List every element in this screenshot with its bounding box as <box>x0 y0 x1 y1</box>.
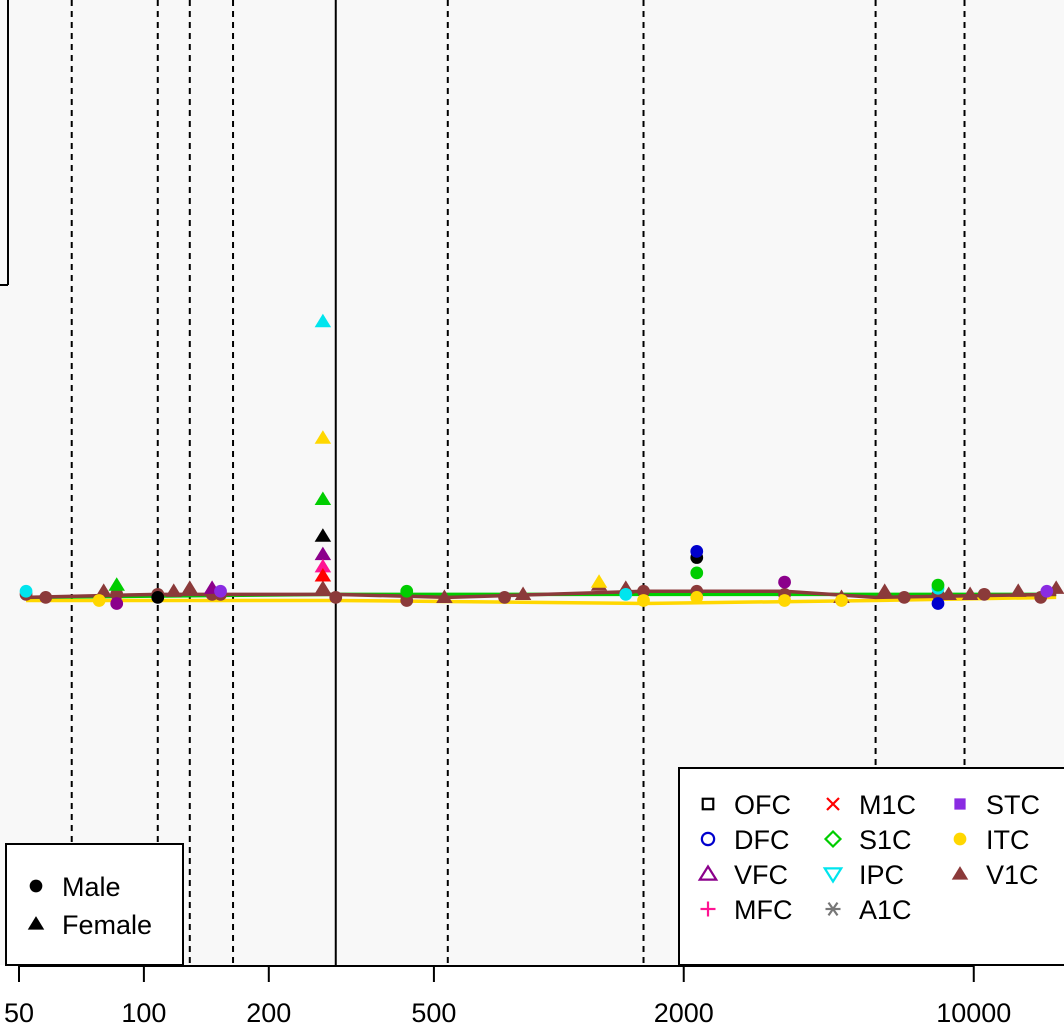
point-v1c-21 <box>876 583 893 597</box>
legend-label-vfc: VFC <box>734 860 788 890</box>
point-itc-6 <box>835 594 848 607</box>
point-s1c-0 <box>108 577 125 591</box>
point-ipc-1 <box>314 313 332 328</box>
x-axis: 50 100 200 500 2000 10000 <box>4 965 1011 1028</box>
point-stc-1 <box>1040 584 1054 598</box>
point-v1c-12 <box>436 589 453 604</box>
legend-label-itc: ITC <box>986 825 1030 855</box>
point-s1c-2 <box>400 584 414 598</box>
sex-legend-label-male: Male <box>62 872 121 902</box>
legend-label-stc: STC <box>986 790 1040 820</box>
legend-symbol-vfc <box>697 864 719 881</box>
legend-symbol-v1c <box>951 866 969 880</box>
legend-label-s1c: S1C <box>859 825 912 855</box>
point-mfc-0 <box>314 558 332 573</box>
x-tick-label-50: 50 <box>4 998 34 1028</box>
point-s1c-3 <box>690 566 704 580</box>
x-tick-label-2000: 2000 <box>654 998 714 1028</box>
point-v1c-27 <box>1009 583 1027 597</box>
point-ofc-0 <box>151 591 165 604</box>
x-tick-label-200: 200 <box>246 998 291 1028</box>
point-v1c-5 <box>165 583 182 597</box>
point-v1c-3 <box>110 587 124 601</box>
point-itc-0 <box>92 594 106 607</box>
point-v1c-13 <box>498 591 511 604</box>
point-v1c-11 <box>400 594 414 607</box>
point-vfc-3 <box>778 575 791 589</box>
point-dfc-1 <box>931 597 945 610</box>
point-v1c-24 <box>940 586 957 600</box>
point-s1c-1 <box>314 491 332 505</box>
point-s1c-4 <box>931 578 945 592</box>
legend-label-ipc: IPC <box>859 860 904 890</box>
legend-label-dfc: DFC <box>734 825 790 855</box>
point-v1c-6 <box>181 580 199 594</box>
legend-label-m1c: M1C <box>859 790 916 820</box>
sex-legend-box <box>5 843 184 966</box>
legend-symbol-s1c <box>823 829 843 849</box>
data-points <box>19 313 1064 610</box>
legend-symbol-ipc <box>822 867 844 884</box>
sex-legend: Male Female <box>5 843 184 966</box>
trend-line-v1c <box>26 589 1057 600</box>
point-v1c-25 <box>961 586 979 600</box>
legend-label-v1c: V1C <box>986 860 1039 890</box>
sex-legend-symbol-female <box>27 916 45 930</box>
legend-symbol-mfc <box>700 901 716 917</box>
point-itc-1 <box>314 430 332 444</box>
point-v1c-1 <box>39 591 53 604</box>
point-itc-2 <box>590 574 608 588</box>
point-v1c-26 <box>977 587 991 601</box>
legend-symbol-a1c <box>825 901 841 917</box>
legend-symbol-stc <box>954 798 966 810</box>
legend-symbol-m1c <box>826 797 840 811</box>
legend-label-mfc: MFC <box>734 895 792 925</box>
point-v1c-9 <box>314 580 332 594</box>
legend-label-ofc: OFC <box>734 790 791 820</box>
x-tick-label-500: 500 <box>411 998 456 1028</box>
x-tick-label-100: 100 <box>121 998 166 1028</box>
point-dfc-0 <box>690 545 704 558</box>
legend-symbol-dfc <box>700 831 716 847</box>
legend-label-a1c: A1C <box>859 895 912 925</box>
point-itc-4 <box>690 591 704 604</box>
point-itc-5 <box>778 594 791 607</box>
point-v1c-22 <box>897 591 911 604</box>
point-v1c-2 <box>95 583 112 597</box>
region-legend: OFC DFC VFC MFC M1C S1C IPC A1C STC ITC V1C <box>678 767 1064 966</box>
legend-symbol-ofc <box>701 797 715 811</box>
point-v1c-10 <box>329 591 343 604</box>
point-m1c-0 <box>314 568 332 582</box>
point-vfc-2 <box>314 546 332 561</box>
point-vfc-0 <box>110 597 124 610</box>
legend-symbol-itc <box>953 832 967 846</box>
point-stc-0 <box>214 584 227 598</box>
point-ipc-2 <box>619 587 633 601</box>
point-ofc-1 <box>314 528 332 542</box>
point-itc-3 <box>637 594 650 607</box>
sex-legend-label-female: Female <box>62 910 152 940</box>
x-tick-label-10000: 10000 <box>936 998 1011 1028</box>
point-ipc-0 <box>19 584 33 598</box>
point-v1c-14 <box>514 586 532 600</box>
point-v1c-17 <box>637 584 650 598</box>
sex-legend-symbol-male <box>29 879 43 893</box>
region-legend-box <box>678 767 1064 966</box>
